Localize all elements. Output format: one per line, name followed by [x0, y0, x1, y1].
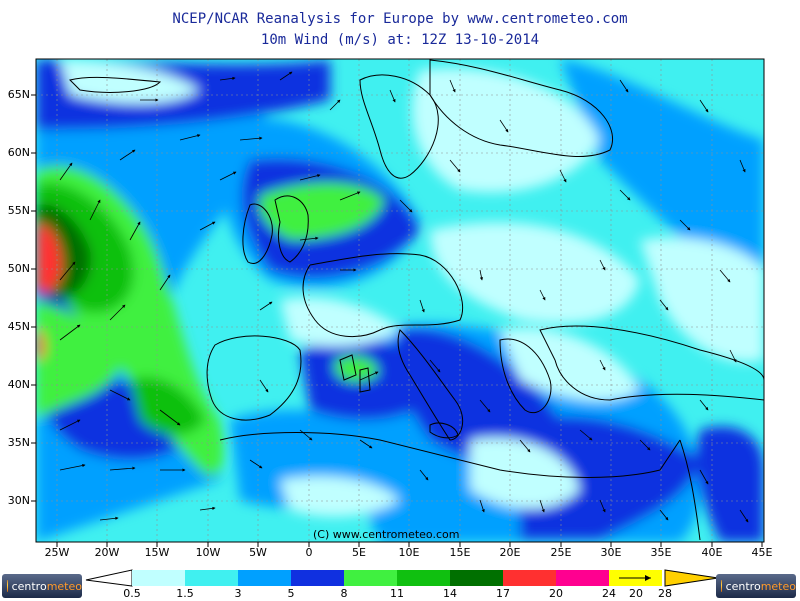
lon-label-40e: 40E [701, 546, 723, 559]
legend-swatch [132, 570, 185, 586]
legend-swatch [556, 570, 609, 586]
axis-ticks [31, 94, 763, 547]
lat-label-30n: 30N [7, 494, 30, 507]
lon-label-15e: 15E [449, 546, 471, 559]
sun-icon [721, 580, 722, 592]
legend-tick: 17 [496, 587, 510, 600]
legend-swatch [344, 570, 397, 586]
legend-tick: 28 [658, 587, 672, 600]
lon-label-30e: 30E [600, 546, 622, 559]
legend-swatch-arrow [609, 570, 662, 586]
wind-vectors [59, 71, 749, 523]
lat-label-35n: 35N [7, 436, 30, 449]
coastlines [69, 59, 764, 541]
lat-label-55n: 55N [7, 204, 30, 217]
lon-label-25w: 25W [44, 546, 70, 559]
legend-tick: 5 [287, 587, 295, 600]
legend-tick: 0.5 [123, 587, 141, 600]
centrometeo-logo-left[interactable]: centro meteo [2, 574, 82, 598]
lon-label-10w: 10W [195, 546, 221, 559]
legend-swatch [450, 570, 503, 586]
logo-text-centro: centro [11, 579, 47, 593]
lon-label-10e: 10E [398, 546, 420, 559]
lat-label-65n: 65N [7, 88, 30, 101]
lat-label-60n: 60N [7, 146, 30, 159]
legend-tick: 3 [234, 587, 242, 600]
legend-tick: 8 [340, 587, 348, 600]
lat-label-45n: 45N [7, 320, 30, 333]
sun-icon [7, 580, 8, 592]
lat-label-50n: 50N [7, 262, 30, 275]
legend-tick: 14 [443, 587, 457, 600]
legend-arrow-label: 20 [629, 587, 643, 600]
legend-swatch [185, 570, 238, 586]
map-subtitle: 10m Wind (m/s) at: 12Z 13-10-2014 [260, 32, 540, 48]
graticule [36, 59, 764, 542]
lon-label-25e: 25E [550, 546, 572, 559]
lon-label-35e: 35E [650, 546, 672, 559]
lon-label-20w: 20W [94, 546, 120, 559]
lon-label-20e: 20E [499, 546, 521, 559]
legend-swatch [397, 570, 450, 586]
wind-speed-legend [132, 570, 662, 586]
lon-label-45e: 45E [751, 546, 773, 559]
legend-swatch [238, 570, 291, 586]
map-title: NCEP/NCAR Reanalysis for Europe by www.c… [172, 11, 628, 27]
legend-arrow-icon [619, 575, 651, 581]
centrometeo-logo-right[interactable]: centro meteo [716, 574, 796, 598]
lon-label-5w: 5W [249, 546, 267, 559]
lon-label-0: 0 [305, 546, 313, 559]
legend-tick: 20 [549, 587, 563, 600]
logo-text-centro: centro [725, 579, 761, 593]
lon-label-15w: 15W [144, 546, 170, 559]
map-frame [35, 58, 765, 543]
copyright-text: (C) www.centrometeo.com [313, 528, 460, 541]
legend-ticks: 0.5 1.5 3 5 8 11 14 17 20 24 20 28 [0, 587, 800, 601]
legend-left-cap [85, 569, 133, 587]
logo-text-meteo: meteo [46, 579, 82, 593]
logo-text-meteo: meteo [760, 579, 796, 593]
legend-swatch [291, 570, 344, 586]
legend-tick: 11 [390, 587, 404, 600]
lat-label-40n: 40N [7, 378, 30, 391]
legend-tick: 1.5 [176, 587, 194, 600]
legend-swatch [503, 570, 556, 586]
legend-tick: 24 [602, 587, 616, 600]
legend-right-cap [664, 569, 719, 587]
lon-label-5e: 5E [352, 546, 366, 559]
wind-field [36, 59, 764, 542]
